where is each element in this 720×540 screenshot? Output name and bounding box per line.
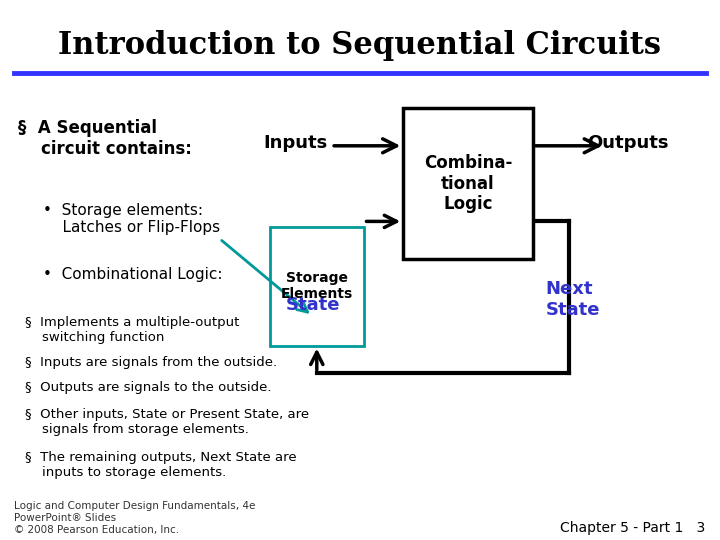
Text: Logic and Computer Design Fundamentals, 4e
PowerPoint® Slides
© 2008 Pearson Edu: Logic and Computer Design Fundamentals, …	[14, 502, 256, 535]
Text: §  The remaining outputs, Next State are
    inputs to storage elements.: § The remaining outputs, Next State are …	[25, 451, 297, 479]
Text: Inputs: Inputs	[264, 134, 328, 152]
Text: •  Storage elements:
    Latches or Flip-Flops: • Storage elements: Latches or Flip-Flop…	[43, 202, 220, 235]
Text: Next
State: Next State	[546, 280, 600, 319]
FancyBboxPatch shape	[270, 227, 364, 346]
Text: Outputs: Outputs	[587, 134, 668, 152]
Text: Storage
Elements: Storage Elements	[281, 271, 353, 301]
Text: §  Other inputs, State or Present State, are
    signals from storage elements.: § Other inputs, State or Present State, …	[25, 408, 310, 436]
Text: State: State	[286, 296, 341, 314]
FancyBboxPatch shape	[403, 108, 533, 259]
Text: §  Implements a multiple-output
    switching function: § Implements a multiple-output switching…	[25, 316, 240, 344]
Text: Introduction to Sequential Circuits: Introduction to Sequential Circuits	[58, 30, 662, 60]
Text: §  A Sequential
    circuit contains:: § A Sequential circuit contains:	[18, 119, 192, 158]
Text: Combina-
tional
Logic: Combina- tional Logic	[424, 154, 512, 213]
Text: §  Outputs are signals to the outside.: § Outputs are signals to the outside.	[25, 381, 271, 394]
Text: •  Combinational Logic:: • Combinational Logic:	[43, 267, 222, 282]
Text: Chapter 5 - Part 1   3: Chapter 5 - Part 1 3	[560, 521, 706, 535]
Text: §  Inputs are signals from the outside.: § Inputs are signals from the outside.	[25, 356, 277, 369]
